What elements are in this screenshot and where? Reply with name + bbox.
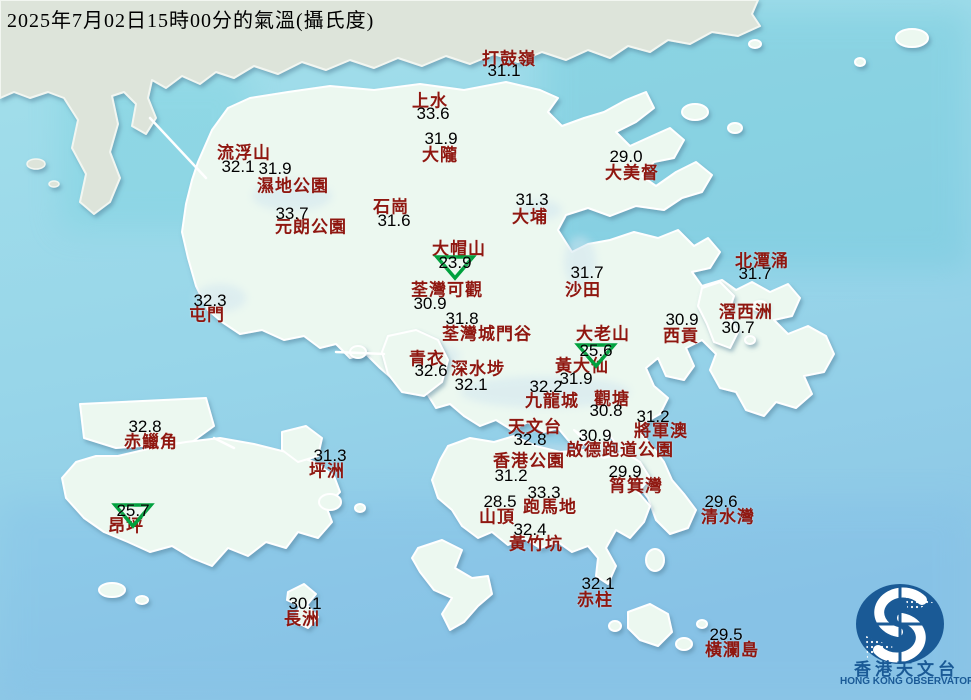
hong-kong-island <box>431 435 651 585</box>
station-name-label: 大帽山 <box>432 239 486 259</box>
station-temperature-value: 31.3 <box>515 190 549 209</box>
new-territories-kowloon <box>181 81 835 535</box>
station-temperature-value: 25.6 <box>579 341 613 360</box>
hko-logo-chinese-text: 香港天文台 <box>854 660 959 679</box>
station-temperature-value: 32.2 <box>529 377 563 396</box>
station-temperature-value: 23.9 <box>438 253 472 272</box>
station-name-label: 赤柱 <box>577 590 613 610</box>
station-temperature-value: 33.3 <box>527 483 561 502</box>
station-name-label: 清水灣 <box>701 507 755 527</box>
kau-sai-chau-island <box>697 281 739 349</box>
station-temperature-value: 28.5 <box>483 492 517 511</box>
station-temperature-value: 31.7 <box>738 264 772 283</box>
station-name-label: 坪洲 <box>309 461 345 481</box>
hko-logo-english-text: HONG KONG OBSERVATORY <box>840 676 971 687</box>
station-name-label: 濕地公園 <box>257 176 329 196</box>
station-temperature-value: 31.2 <box>636 407 670 426</box>
cheung-chau-island <box>286 583 319 629</box>
station-temperature-value: 29.0 <box>609 147 643 166</box>
station-name-label: 大隴 <box>422 145 458 165</box>
mainland-shenzhen <box>0 0 761 215</box>
station-name-label: 黃大仙 <box>555 356 609 376</box>
po-toi-island <box>627 603 673 647</box>
station-name-label: 香港公園 <box>493 451 565 471</box>
peng-chau-island <box>281 425 323 463</box>
station-name-label: 石崗 <box>373 197 409 217</box>
station-temperature-value: 30.9 <box>578 426 612 445</box>
islands <box>61 28 929 651</box>
station-name-label: 大老山 <box>576 324 630 344</box>
station-temperature-value: 30.7 <box>721 318 755 337</box>
station-temperature-value: 31.8 <box>445 309 479 328</box>
tsing-yi-island <box>381 329 449 397</box>
station-name-label: 大埔 <box>512 207 548 227</box>
station-name-label: 大美督 <box>605 163 659 183</box>
station-name-label: 元朗公園 <box>275 217 347 237</box>
station-temperature-value: 30.1 <box>288 594 322 613</box>
station-temperature-value: 32.1 <box>454 375 488 394</box>
station-temperature-value: 32.6 <box>414 361 448 380</box>
min-temperature-marker-icon <box>574 343 618 369</box>
station-name-label: 荃灣可觀 <box>411 280 483 300</box>
station-name-label: 黃竹坑 <box>509 534 563 554</box>
station-name-label: 滘西洲 <box>719 302 773 322</box>
station-temperature-value: 31.1 <box>487 61 521 80</box>
station-temperature-value: 31.9 <box>424 129 458 148</box>
station-temperature-value: 29.9 <box>608 462 642 481</box>
station-name-label: 流浮山 <box>217 143 271 163</box>
station-name-label: 赤鱲角 <box>124 432 178 452</box>
station-name-label: 深水埗 <box>451 359 505 379</box>
station-temperature-value: 25.7 <box>116 501 150 520</box>
station-name-label: 天文台 <box>508 417 562 437</box>
station-temperature-value: 29.5 <box>709 625 743 644</box>
station-temperature-value: 30.9 <box>413 294 447 313</box>
lamma-island <box>411 539 493 631</box>
station-name-label: 荃灣城門谷 <box>442 324 532 344</box>
hko-logo <box>856 584 944 664</box>
station-temperature-value: 31.2 <box>494 466 528 485</box>
station-name-label: 打鼓嶺 <box>482 49 536 69</box>
station-temperature-value: 30.8 <box>589 401 623 420</box>
station-name-label: 筲箕灣 <box>609 476 663 496</box>
lantau-island <box>61 437 341 567</box>
station-temperature-value: 32.8 <box>513 430 547 449</box>
map-title: 2025年7月02日15時00分的氣溫(攝氏度) <box>7 10 375 32</box>
station-temperature-value: 33.7 <box>275 204 309 223</box>
station-name-label: 將軍澳 <box>634 421 688 441</box>
station-temperature-value: 32.3 <box>193 291 227 310</box>
station-temperature-value: 32.1 <box>581 574 615 593</box>
station-temperature-value: 31.9 <box>258 159 292 178</box>
station-name-label: 橫瀾島 <box>705 640 759 660</box>
station-temperature-value: 32.4 <box>513 520 547 539</box>
min-temperature-marker-icon <box>433 255 477 281</box>
station-name-label: 屯門 <box>189 305 225 325</box>
station-name-label: 西貢 <box>663 326 699 346</box>
station-temperature-value: 29.6 <box>704 492 738 511</box>
station-name-label: 觀塘 <box>594 389 630 409</box>
station-temperature-value: 32.1 <box>221 157 255 176</box>
station-name-label: 九龍城 <box>525 391 579 411</box>
min-temperature-marker-icon <box>111 503 155 529</box>
station-temperature-value: 31.6 <box>377 211 411 230</box>
station-temperature-value: 32.8 <box>128 417 162 436</box>
station-temperature-value: 30.9 <box>665 310 699 329</box>
station-name-label: 北潭涌 <box>735 251 789 271</box>
station-name-label: 山頂 <box>479 507 515 527</box>
station-temperature-value: 31.7 <box>570 263 604 282</box>
station-name-label: 長洲 <box>284 609 320 629</box>
bridges <box>148 116 386 450</box>
station-temperature-value: 31.3 <box>313 446 347 465</box>
station-name-label: 沙田 <box>565 280 601 300</box>
station-name-label: 跑馬地 <box>523 497 577 517</box>
station-name-label: 啟德跑道公園 <box>566 440 674 460</box>
station-temperature-value: 33.6 <box>416 104 450 123</box>
station-name-label: 上水 <box>412 91 448 111</box>
station-name-label: 青衣 <box>409 349 445 369</box>
station-temperature-value: 31.9 <box>559 369 593 388</box>
station-name-label: 昂坪 <box>108 516 144 536</box>
